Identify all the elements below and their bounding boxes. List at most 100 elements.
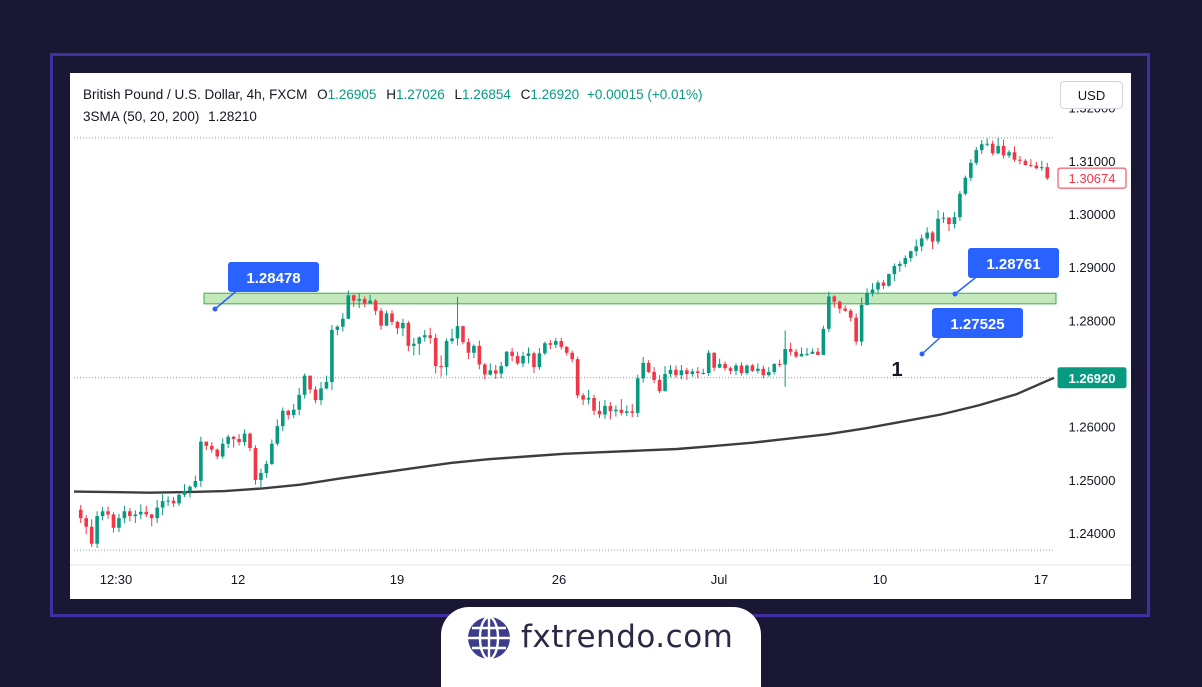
- candle-body: [641, 362, 645, 379]
- candle-body: [177, 494, 181, 504]
- axis-price-label: [1057, 167, 1127, 189]
- candle-body: [444, 341, 449, 368]
- candle-body: [499, 366, 504, 374]
- candle-body: [947, 217, 951, 225]
- brand-tab: fxtrendo.com: [441, 607, 761, 687]
- close-value: 1.26920: [530, 87, 580, 102]
- callout-text: 1.28478: [246, 270, 300, 287]
- x-tick-label: 26: [552, 572, 566, 587]
- candle-body: [996, 145, 1000, 154]
- candle-body: [362, 299, 367, 304]
- candle-body: [253, 447, 258, 480]
- brand-name: fxtrendo.com: [521, 619, 734, 655]
- callout-text: 1.27525: [950, 316, 1004, 333]
- candle-body: [95, 516, 99, 544]
- candle-body: [188, 486, 192, 492]
- candle-body: [663, 374, 667, 392]
- candle-body: [488, 370, 493, 375]
- open-label: O: [317, 87, 328, 102]
- candle-body: [706, 352, 711, 373]
- candle-body: [750, 365, 755, 371]
- sma-200-line: [73, 376, 1055, 494]
- candle-body: [597, 410, 602, 415]
- x-tick-label: Jul: [711, 572, 728, 587]
- candle-body: [264, 463, 269, 473]
- candle-body: [619, 409, 624, 413]
- candle-body: [128, 511, 132, 517]
- globe-icon: [468, 615, 510, 661]
- candle-body: [772, 363, 777, 372]
- candle-body: [990, 143, 995, 154]
- candle-body: [515, 355, 520, 364]
- candle-body: [832, 296, 837, 302]
- candle-body: [712, 352, 716, 368]
- candle-body: [248, 433, 252, 448]
- y-tick-label: 1.29000: [1069, 260, 1116, 275]
- candle-body: [799, 353, 804, 357]
- candle-body: [384, 313, 389, 326]
- candle-body: [969, 162, 973, 178]
- candle-body: [554, 341, 558, 345]
- candle-body: [477, 345, 482, 365]
- candle-body: [357, 299, 362, 301]
- candle-body: [903, 258, 908, 264]
- candle-body: [504, 351, 509, 367]
- candle-body: [122, 511, 127, 519]
- candle-body: [149, 514, 154, 519]
- candle-body: [788, 349, 793, 352]
- candle-body: [717, 363, 722, 368]
- candle-body: [231, 436, 236, 439]
- x-tick-label: 19: [390, 572, 404, 587]
- candle-body: [78, 509, 83, 519]
- candle-body: [543, 343, 547, 354]
- currency-button[interactable]: USD: [1060, 81, 1123, 109]
- high-label: H: [386, 87, 396, 102]
- candle-body: [537, 353, 542, 368]
- low-label: L: [454, 87, 463, 102]
- candle-body: [521, 355, 525, 364]
- candle-body: [526, 353, 531, 356]
- price-callout: [228, 262, 319, 292]
- candle-body: [843, 308, 848, 311]
- candle-body: [155, 507, 159, 519]
- indicator-value: 1.28210: [208, 109, 257, 124]
- candle-body: [182, 491, 187, 495]
- y-tick-label: 1.26000: [1069, 420, 1116, 435]
- candle-body: [133, 514, 138, 517]
- candle-body: [761, 368, 766, 376]
- candle-body: [766, 371, 771, 376]
- callout-text: 1.28761: [986, 256, 1040, 273]
- candle-body: [242, 433, 247, 443]
- candle-body: [100, 511, 105, 517]
- y-tick-label: 1.30000: [1069, 207, 1116, 222]
- candle-body: [925, 232, 929, 239]
- candle-body: [417, 337, 422, 344]
- y-tick-label: 1.28000: [1069, 313, 1116, 328]
- candle-body: [887, 274, 891, 286]
- candle-body: [892, 266, 897, 275]
- candle-body: [144, 511, 149, 515]
- candle-body: [936, 218, 940, 242]
- candle-body: [854, 317, 858, 342]
- candle-body: [919, 238, 924, 247]
- candle-body: [575, 359, 580, 396]
- candle-body: [734, 365, 738, 371]
- candle-body: [324, 382, 329, 389]
- candle-body: [428, 335, 433, 338]
- resistance-zone: [203, 292, 1057, 305]
- callout-anchor: [212, 306, 218, 312]
- candle-body: [723, 363, 727, 369]
- candle-body: [89, 526, 94, 544]
- candle-body: [728, 368, 733, 371]
- candle-body: [679, 370, 684, 376]
- candle-body: [1007, 152, 1011, 156]
- candle-body: [259, 472, 263, 480]
- candle-body: [805, 353, 809, 355]
- y-tick-label: 1.31000: [1069, 154, 1116, 169]
- candle-body: [390, 313, 394, 322]
- candle-body: [351, 295, 356, 301]
- candle-body: [674, 369, 678, 376]
- candle-body: [624, 411, 629, 413]
- y-tick-label: 1.25000: [1069, 473, 1116, 488]
- candle-body: [280, 410, 285, 427]
